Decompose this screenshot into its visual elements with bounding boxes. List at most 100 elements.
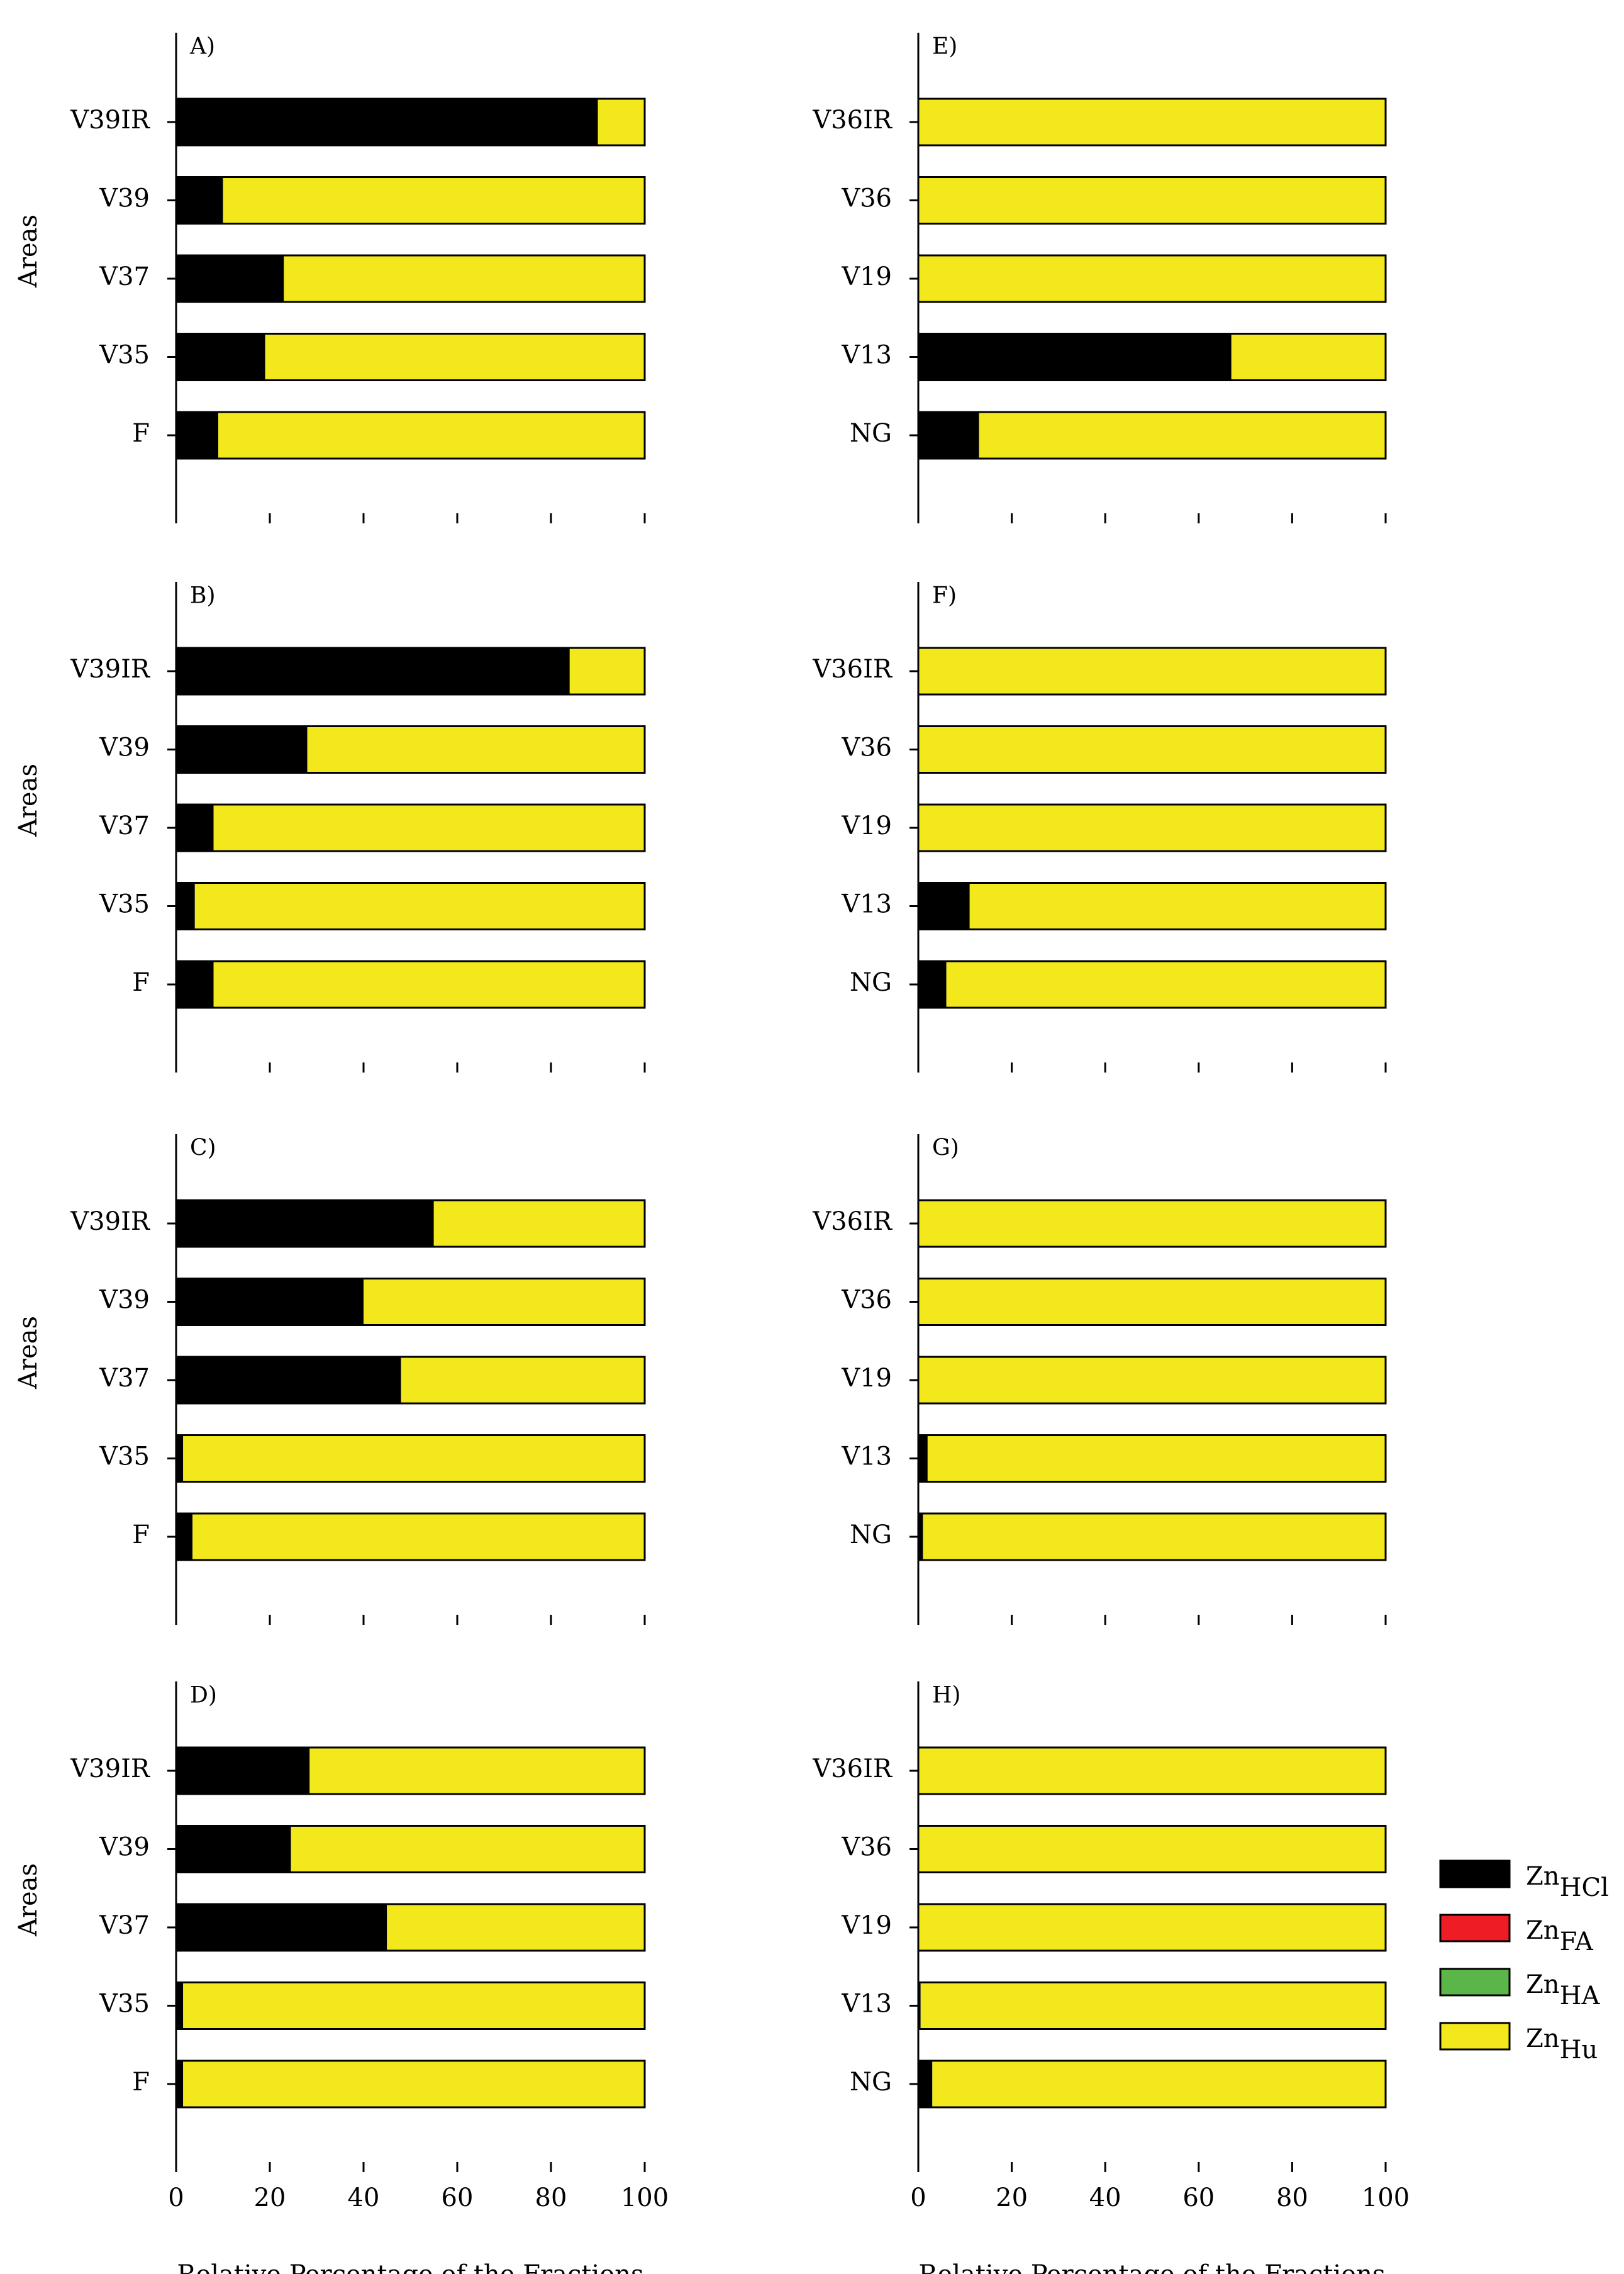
category-label: NG: [850, 968, 892, 997]
bar-outline: [175, 254, 646, 303]
panel-label: H): [932, 1683, 960, 1708]
bar-segment-znhu: [923, 1513, 1386, 1560]
panel-label: A): [189, 34, 215, 60]
bar-segment-znhcl: [176, 805, 214, 851]
category-label: V13: [841, 1442, 892, 1471]
panel-b: B) V39IR V39 V37 V35 F Areas: [14, 582, 646, 1073]
bar-segment-znhu: [920, 1982, 1386, 2029]
bar-segment-znhu: [307, 726, 645, 773]
bar-segment-znhcl: [176, 333, 265, 381]
bar-outline: [917, 1981, 1387, 2030]
x-tick-label: 60: [1182, 2183, 1215, 2212]
x-tick-label: 40: [1089, 2183, 1121, 2212]
bar-segment-znhu: [364, 1278, 645, 1325]
panel-label: G): [932, 1135, 959, 1161]
category-label: V39: [99, 1833, 150, 1862]
bar-segment-znhu: [946, 961, 1386, 1008]
legend-label: ZnHu: [1526, 2024, 1598, 2065]
x-tick-label: 20: [996, 2183, 1028, 2212]
bar-segment-znhu: [213, 805, 645, 851]
category-label: V35: [99, 1442, 150, 1471]
category-label: F: [132, 968, 150, 997]
panel-d: D) V39IR V39 V37 V35 F Areas 0 20 40 60 80 100 Relati…: [14, 1681, 669, 2274]
category-label: V36IR: [812, 1754, 893, 1783]
category-label: V36: [841, 1286, 892, 1315]
bar-segment-znhu: [183, 1435, 645, 1482]
bar-segment-znhcl: [176, 1278, 364, 1325]
bar-outline: [917, 882, 1387, 930]
y-axis-title: Areas: [14, 1316, 43, 1390]
bar-segment-znhcl: [918, 412, 979, 459]
bar-outline: [175, 960, 646, 1009]
category-label: F: [132, 419, 150, 448]
x-tick-label: 0: [910, 2183, 926, 2212]
x-tick-label: 0: [168, 2183, 184, 2212]
panel-c: C) V39IR V39 V37 V35 F Areas: [14, 1134, 646, 1625]
category-label: V36: [841, 1833, 892, 1862]
category-label: V36: [841, 184, 892, 213]
bar-segment-znhu: [401, 1357, 645, 1403]
panel-f: F) V36IR V36 V19 V13 NG: [812, 582, 1387, 1073]
category-label: V35: [99, 341, 150, 370]
bar-segment-znhu: [927, 1435, 1386, 1482]
category-label: V36IR: [812, 655, 893, 684]
panel-label: C): [190, 1135, 216, 1161]
bar-segment-znhu: [918, 648, 1386, 694]
bar-segment-znhcl: [176, 1747, 310, 1794]
category-label: V39IR: [70, 106, 151, 135]
x-axis-title: Relative Percentage of the Fractions: [918, 2260, 1385, 2274]
bar-segment-znhu: [183, 1982, 645, 2029]
bar-segment-znhcl: [176, 726, 308, 773]
category-label: V19: [841, 1911, 892, 1940]
category-label: F: [132, 1520, 150, 1549]
bar-outline: [917, 333, 1387, 381]
bar-outline: [917, 176, 1387, 225]
bar-segment-znhu: [569, 648, 645, 694]
bar-outline: [917, 98, 1387, 147]
bar-outline: [917, 1278, 1387, 1326]
bar-segment-znhu: [218, 412, 645, 459]
bar-outline: [917, 1199, 1387, 1248]
bar-segment-znhcl: [176, 883, 195, 930]
bar-outline: [175, 1278, 646, 1326]
bar-segment-znhu: [1231, 333, 1386, 381]
y-axis-title: Areas: [14, 1863, 43, 1937]
x-tick-label: 80: [535, 2183, 567, 2212]
bar-segment-znhu: [918, 1357, 1386, 1403]
bar-segment-znhcl: [176, 412, 219, 459]
bar-segment-znhcl: [176, 961, 214, 1008]
bar-outline: [917, 411, 1387, 460]
x-tick-label: 60: [442, 2183, 474, 2212]
bar-segment-znhu: [183, 2061, 645, 2107]
bar-outline: [175, 1825, 646, 1873]
category-label: V37: [99, 1911, 150, 1940]
panel-h: H) V36IR V36 V19 V13 NG 0 20 40 60 80 100 Relative P…: [812, 1681, 1410, 2274]
x-tick-label: 20: [254, 2183, 286, 2212]
bar-outline: [917, 647, 1387, 696]
bar-outline: [917, 1356, 1387, 1405]
bar-segment-znhu: [192, 1513, 645, 1560]
category-label: V19: [841, 262, 892, 291]
category-label: V35: [99, 1990, 150, 2019]
y-axis-title: Areas: [14, 764, 43, 837]
legend-label: ZnHA: [1526, 1970, 1600, 2010]
bar-outline: [175, 647, 646, 696]
bar-outline: [917, 803, 1387, 852]
category-label: V36: [841, 733, 892, 762]
x-axis-title: Relative Percentage of the Fractions: [177, 2260, 643, 2274]
panel-label: D): [190, 1683, 217, 1708]
bar-segment-znhu: [969, 883, 1386, 930]
bar-outline: [175, 1434, 646, 1483]
bar-segment-znhu: [598, 99, 645, 145]
bar-segment-znhcl: [176, 1513, 193, 1560]
panel-a: A) V39IR V39 V37 V35 F Areas: [14, 33, 646, 523]
bar-segment-znhu: [932, 2061, 1386, 2107]
bar-segment-znhcl: [176, 255, 284, 302]
bar-outline: [175, 2059, 646, 2109]
bar-segment-znhu: [918, 1747, 1386, 1794]
category-label: V19: [841, 1364, 892, 1393]
category-label: V13: [841, 1990, 892, 2019]
x-tick-label: 100: [1362, 2183, 1410, 2212]
legend: ZnHCl ZnFA ZnHA ZnHu: [1439, 1859, 1609, 2065]
